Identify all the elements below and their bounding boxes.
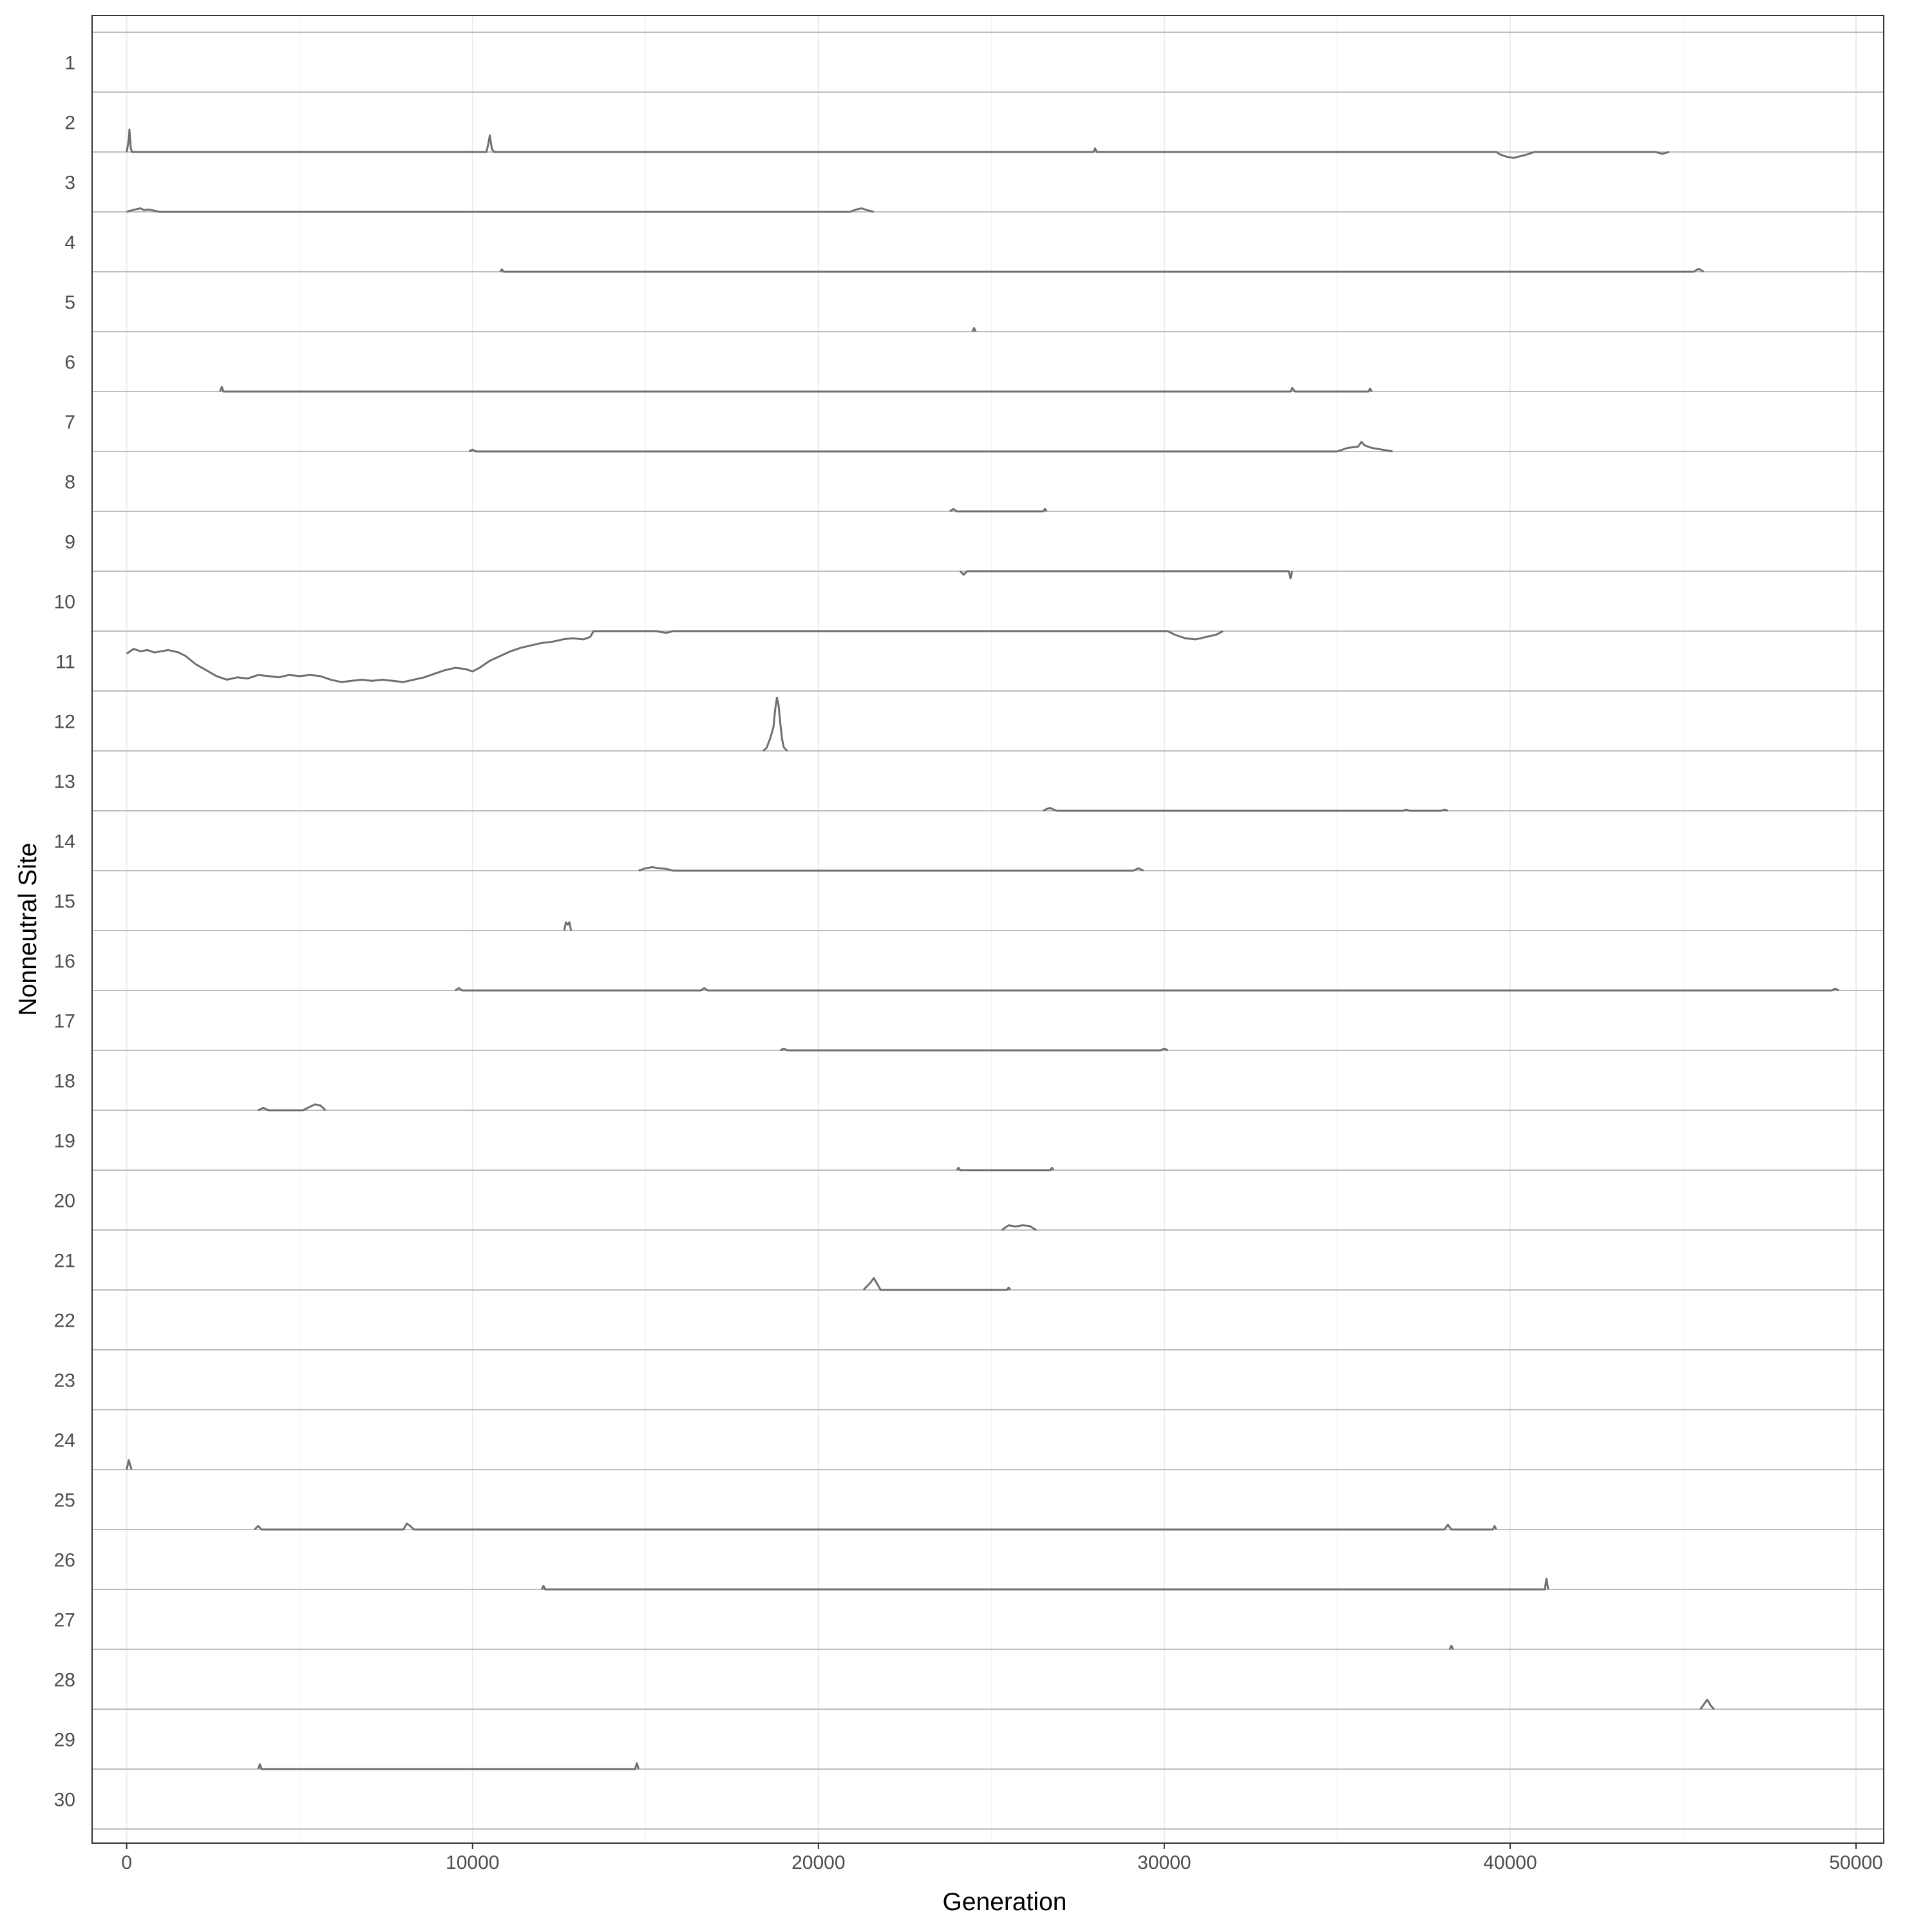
series-line-site-24 [126, 1459, 133, 1470]
y-tick-label: 27 [54, 1610, 75, 1631]
y-tick-label: 19 [54, 1131, 75, 1152]
plot-panel-border [91, 15, 1884, 1844]
series-layer [126, 128, 1839, 1770]
y-tick-label: 13 [54, 772, 75, 793]
y-axis-title: Nonneutral Site [14, 843, 42, 1016]
y-tick-labels: 1234567891011121314151617181920212223242… [54, 53, 75, 1811]
x-tick-label: 20000 [791, 1852, 845, 1873]
y-tick-label: 2 [64, 113, 75, 134]
y-tick-label: 10 [54, 592, 75, 613]
series-line-site-5 [971, 327, 977, 332]
x-tick-label: 50000 [1829, 1852, 1882, 1873]
series-line-site-6 [219, 386, 1373, 393]
plot-panel-background [92, 15, 1884, 1843]
y-tick-label: 29 [54, 1730, 75, 1751]
y-tick-label: 7 [64, 412, 75, 433]
series-line-site-7 [468, 440, 1393, 453]
y-tick-label: 3 [64, 173, 75, 194]
y-tick-label: 30 [54, 1790, 75, 1811]
y-tick-label: 14 [54, 831, 75, 853]
y-tick-label: 6 [64, 352, 75, 374]
y-tick-label: 12 [54, 712, 75, 733]
series-line-site-29 [257, 1762, 640, 1770]
series-line-site-19 [956, 1166, 1055, 1171]
series-line-site-15 [563, 921, 573, 931]
y-tick-label: 21 [54, 1251, 75, 1272]
series-line-site-3 [126, 207, 875, 213]
series-line-site-2 [126, 128, 1670, 159]
y-tick-label: 28 [54, 1670, 75, 1691]
series-line-site-21 [862, 1277, 1012, 1291]
series-line-site-9 [959, 570, 1294, 580]
series-line-site-20 [1001, 1224, 1037, 1231]
y-tick-label: 1 [64, 53, 75, 74]
series-line-site-10 [126, 630, 1224, 683]
series-line-site-13 [1043, 806, 1448, 812]
series-line-site-28 [1700, 1698, 1715, 1710]
y-tick-label: 26 [54, 1550, 75, 1571]
series-line-site-18 [258, 1103, 327, 1112]
y-tick-label: 18 [54, 1071, 75, 1092]
y-tick-label: 5 [64, 292, 75, 314]
y-tick-label: 16 [54, 951, 75, 972]
y-tick-label: 15 [54, 891, 75, 913]
series-line-site-25 [254, 1522, 1497, 1531]
y-tick-label: 11 [55, 652, 75, 673]
series-line-site-27 [1448, 1645, 1454, 1650]
grid-layer [126, 15, 1857, 1843]
x-tick-label: 10000 [446, 1852, 499, 1873]
y-tick-label: 22 [54, 1311, 75, 1332]
series-line-site-12 [762, 696, 788, 752]
x-axis: 0 10000 20000 30000 40000 50000 [121, 1843, 1883, 1873]
series-line-site-4 [499, 267, 1705, 273]
y-tick-label: 23 [54, 1370, 75, 1392]
y-tick-label: 9 [64, 532, 75, 553]
x-tick-label: 30000 [1137, 1852, 1191, 1873]
y-tick-label: 8 [64, 472, 75, 493]
series-line-site-14 [638, 866, 1144, 872]
y-tick-label: 17 [54, 1011, 75, 1032]
y-tick-label: 4 [64, 232, 75, 254]
y-tick-label: 20 [54, 1191, 75, 1212]
y-tick-label: 24 [54, 1430, 75, 1452]
y-tick-label: 25 [54, 1490, 75, 1511]
series-line-site-8 [949, 507, 1048, 513]
series-line-site-26 [540, 1577, 1549, 1591]
x-tick-label: 40000 [1483, 1852, 1537, 1873]
series-line-site-16 [455, 987, 1839, 992]
x-axis-title: Generation [943, 1888, 1067, 1916]
x-tick-label: 0 [121, 1852, 132, 1873]
series-line-site-17 [780, 1047, 1168, 1052]
